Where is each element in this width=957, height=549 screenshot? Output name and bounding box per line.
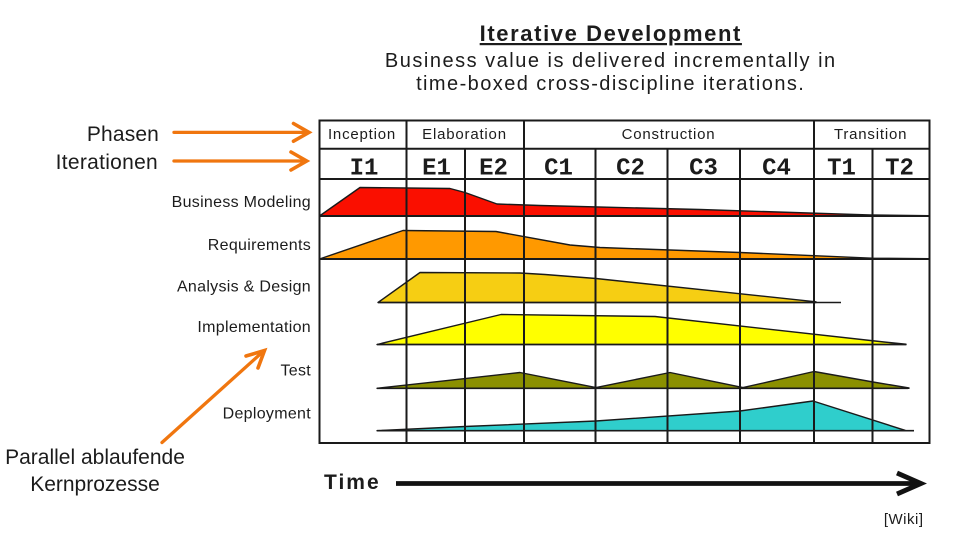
svg-text:T2: T2 [885, 156, 914, 183]
svg-text:E2: E2 [479, 156, 508, 183]
svg-text:E1: E1 [422, 156, 451, 183]
svg-text:Requirements: Requirements [208, 237, 311, 254]
svg-text:Iterationen: Iterationen [56, 151, 158, 174]
svg-text:C3: C3 [689, 156, 718, 183]
svg-text:time-boxed cross-discipline it: time-boxed cross-discipline iterations. [416, 73, 805, 95]
svg-text:Kernprozesse: Kernprozesse [30, 473, 160, 496]
svg-text:Inception: Inception [328, 126, 396, 143]
svg-text:Parallel ablaufende: Parallel ablaufende [5, 446, 185, 469]
svg-text:Deployment: Deployment [223, 406, 312, 423]
svg-text:Transition: Transition [834, 126, 907, 143]
svg-text:[Wiki]: [Wiki] [884, 511, 924, 528]
svg-text:C4: C4 [762, 156, 791, 183]
svg-text:C2: C2 [616, 156, 645, 183]
svg-text:Test: Test [280, 363, 311, 380]
svg-text:Iterative Development: Iterative Development [480, 21, 742, 46]
svg-text:Analysis & Design: Analysis & Design [177, 279, 311, 296]
svg-text:C1: C1 [544, 156, 573, 183]
svg-text:Implementation: Implementation [197, 319, 311, 336]
svg-text:I1: I1 [350, 156, 379, 183]
svg-text:Time: Time [324, 471, 381, 494]
svg-text:Elaboration: Elaboration [422, 126, 507, 143]
svg-text:Phasen: Phasen [87, 123, 159, 146]
svg-text:Business value is delivered in: Business value is delivered incrementall… [385, 50, 837, 72]
svg-text:T1: T1 [827, 156, 856, 183]
svg-text:Business Modeling: Business Modeling [172, 194, 311, 211]
svg-text:Construction: Construction [622, 126, 716, 143]
